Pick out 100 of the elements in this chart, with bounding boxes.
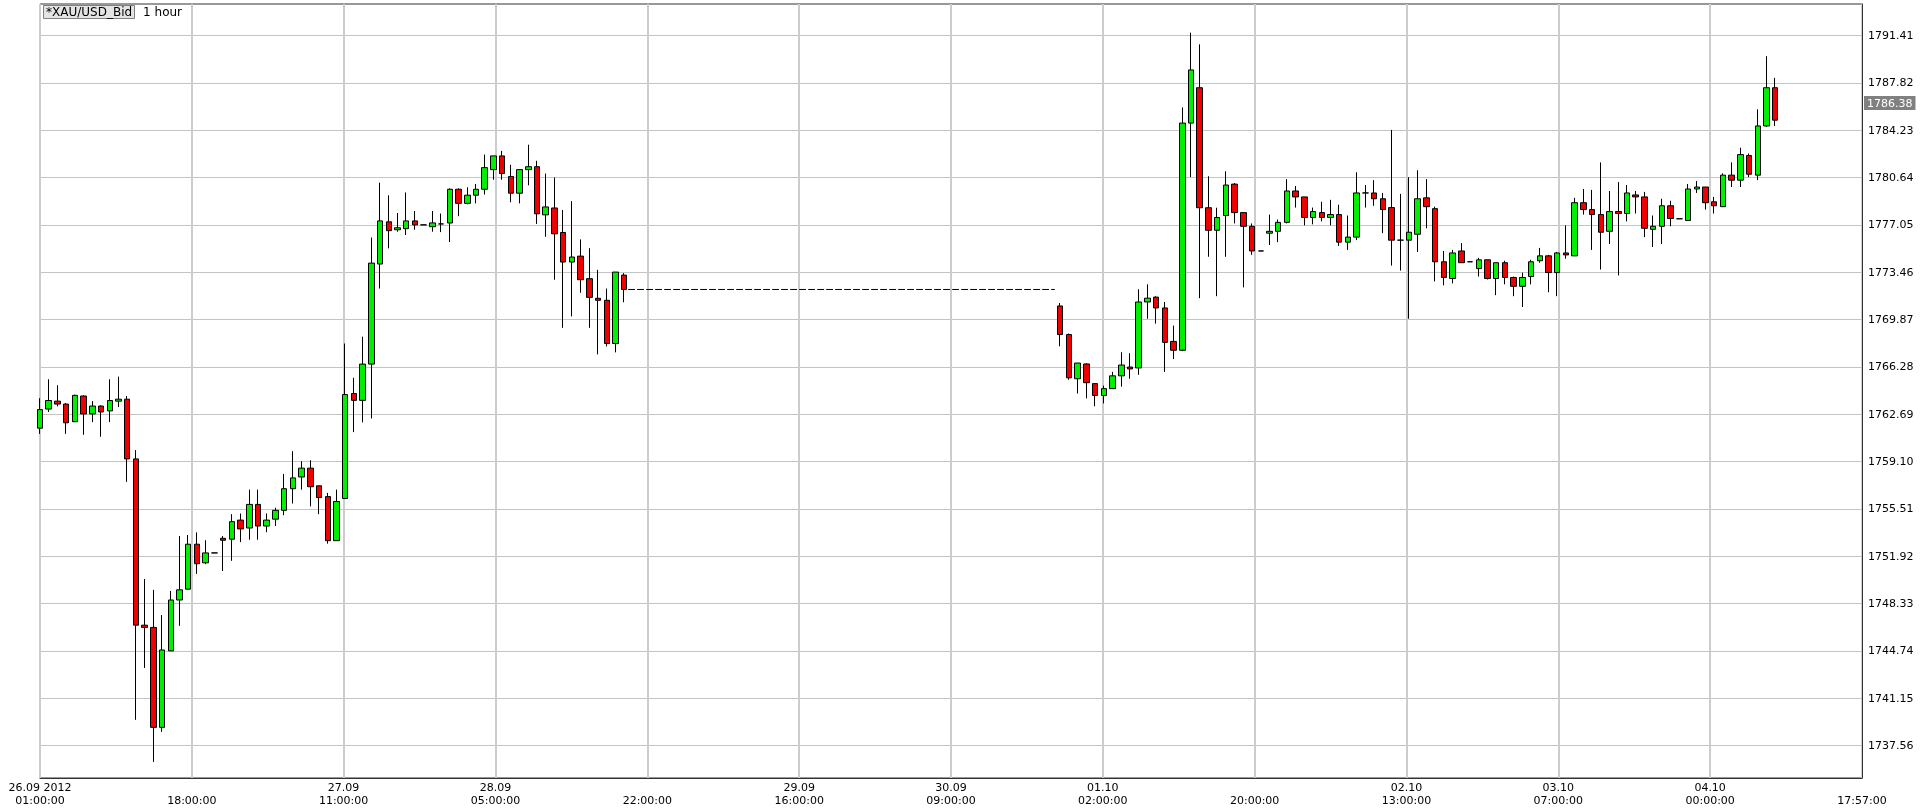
candlestick: [473, 183, 479, 204]
candlestick: [1144, 283, 1151, 320]
candlestick: [1545, 254, 1552, 293]
chart-title: *XAU/USD_Bid: [46, 5, 133, 19]
y-tick-label: 1777.05: [1868, 218, 1914, 232]
candlestick: [1249, 222, 1255, 256]
candlestick: [1336, 204, 1342, 247]
candlestick: [1327, 199, 1334, 226]
candlestick: [1397, 193, 1404, 272]
candlestick: [1763, 55, 1770, 128]
candlestick: [1432, 206, 1438, 282]
candlestick: [1153, 295, 1159, 325]
candlestick: [1624, 184, 1630, 222]
y-tick-label: 1787.82: [1868, 76, 1914, 90]
candlestick: [359, 336, 366, 423]
x-tick-label: 01.10 02:00:00: [1078, 781, 1128, 807]
candlestick: [159, 614, 165, 733]
candlestick: [307, 459, 314, 507]
y-tick-label: 1766.28: [1868, 360, 1914, 374]
candlestick: [1702, 186, 1709, 211]
y-tick-label: 1791.41: [1868, 29, 1914, 43]
candlestick: [377, 182, 383, 290]
candlestick: [1571, 197, 1578, 257]
candlestick: [1632, 190, 1639, 215]
candlestick: [1388, 129, 1395, 267]
candlestick: [351, 377, 357, 433]
candlestick: [54, 384, 61, 407]
candlestick: [45, 378, 52, 413]
candlestick: [508, 164, 514, 203]
y-tick-label: 1744.74: [1868, 644, 1914, 658]
candlestick: [1510, 276, 1517, 297]
candlestick: [604, 288, 610, 347]
candlestick: [1519, 272, 1526, 308]
candlestick: [438, 213, 444, 233]
candlestick: [1598, 161, 1604, 271]
candlestick: [569, 200, 575, 317]
chart-subtitle: 1 hour: [143, 5, 183, 19]
candlestick: [1310, 207, 1316, 225]
candlestick: [1101, 385, 1107, 404]
candlestick: [499, 150, 505, 181]
candlestick: [124, 395, 130, 483]
candlestick: [1755, 108, 1761, 181]
candlestick: [333, 489, 340, 542]
candlestick: [272, 507, 279, 527]
candlestick: [1458, 242, 1465, 264]
x-tick-label: 27.09 11:00:00: [318, 781, 369, 807]
candlestick: [246, 489, 253, 541]
y-tick-label: 1748.33: [1868, 597, 1914, 611]
candlestick: [386, 194, 392, 249]
x-tick-label: 29.09 16:00:00: [774, 781, 824, 807]
candlestick: [1066, 333, 1072, 381]
candlestick: [1414, 169, 1421, 253]
candlestick: [1711, 196, 1717, 215]
candlestick: [1441, 250, 1447, 286]
candlestick: [89, 400, 96, 423]
candlestick: [1118, 351, 1125, 388]
candlestick: [72, 394, 78, 423]
candlestick: [447, 187, 453, 243]
candlestick: [342, 343, 348, 499]
candlestick: [107, 378, 113, 423]
y-tick-label: 1759.10: [1868, 455, 1914, 469]
x-tick-label: 03.10 07:00:00: [1533, 781, 1583, 807]
candlestick: [133, 449, 139, 721]
candlestick: [595, 269, 601, 355]
candlestick: [290, 450, 296, 504]
x-tick-label: 04.10 00:00:00: [1685, 781, 1735, 807]
candlestick: [1214, 207, 1220, 297]
candlestick: [37, 397, 43, 435]
y-tick-label: 1762.69: [1868, 407, 1914, 421]
candlestick: [1580, 188, 1587, 216]
candlestick: [412, 210, 418, 231]
candlestick: [1345, 215, 1351, 251]
candlestick: [220, 535, 226, 572]
candlestick: [1092, 383, 1098, 407]
candlestick: [1109, 371, 1116, 390]
candlestick: [141, 578, 148, 669]
candlestick: [1292, 185, 1299, 209]
candlestick: [403, 191, 409, 236]
candlestick: [316, 485, 322, 515]
x-tick-label: 20:00:00: [1229, 794, 1280, 807]
candlestick: [534, 160, 540, 225]
candlestick: [176, 535, 183, 627]
y-tick-label: 1780.64: [1868, 171, 1914, 185]
candlestick: [1650, 215, 1656, 248]
candlestick: [1476, 257, 1482, 278]
candlestick: [1641, 191, 1648, 238]
y-tick-label: 1751.92: [1868, 549, 1914, 563]
candlestick: [1266, 214, 1273, 246]
candlestick: [237, 513, 244, 543]
candlestick: [115, 376, 122, 408]
candlestick: [1362, 184, 1369, 209]
candlestick: [551, 177, 558, 281]
candlestick: [516, 169, 523, 204]
candlestick: [1667, 200, 1674, 227]
candlestick: [185, 534, 191, 590]
candlestick: [1685, 183, 1691, 222]
candlestick: [1737, 147, 1744, 188]
x-tick-label: 26.09 2012 01:00:00: [8, 781, 72, 807]
candlestick: [490, 155, 497, 181]
candlestick: [1284, 178, 1290, 224]
